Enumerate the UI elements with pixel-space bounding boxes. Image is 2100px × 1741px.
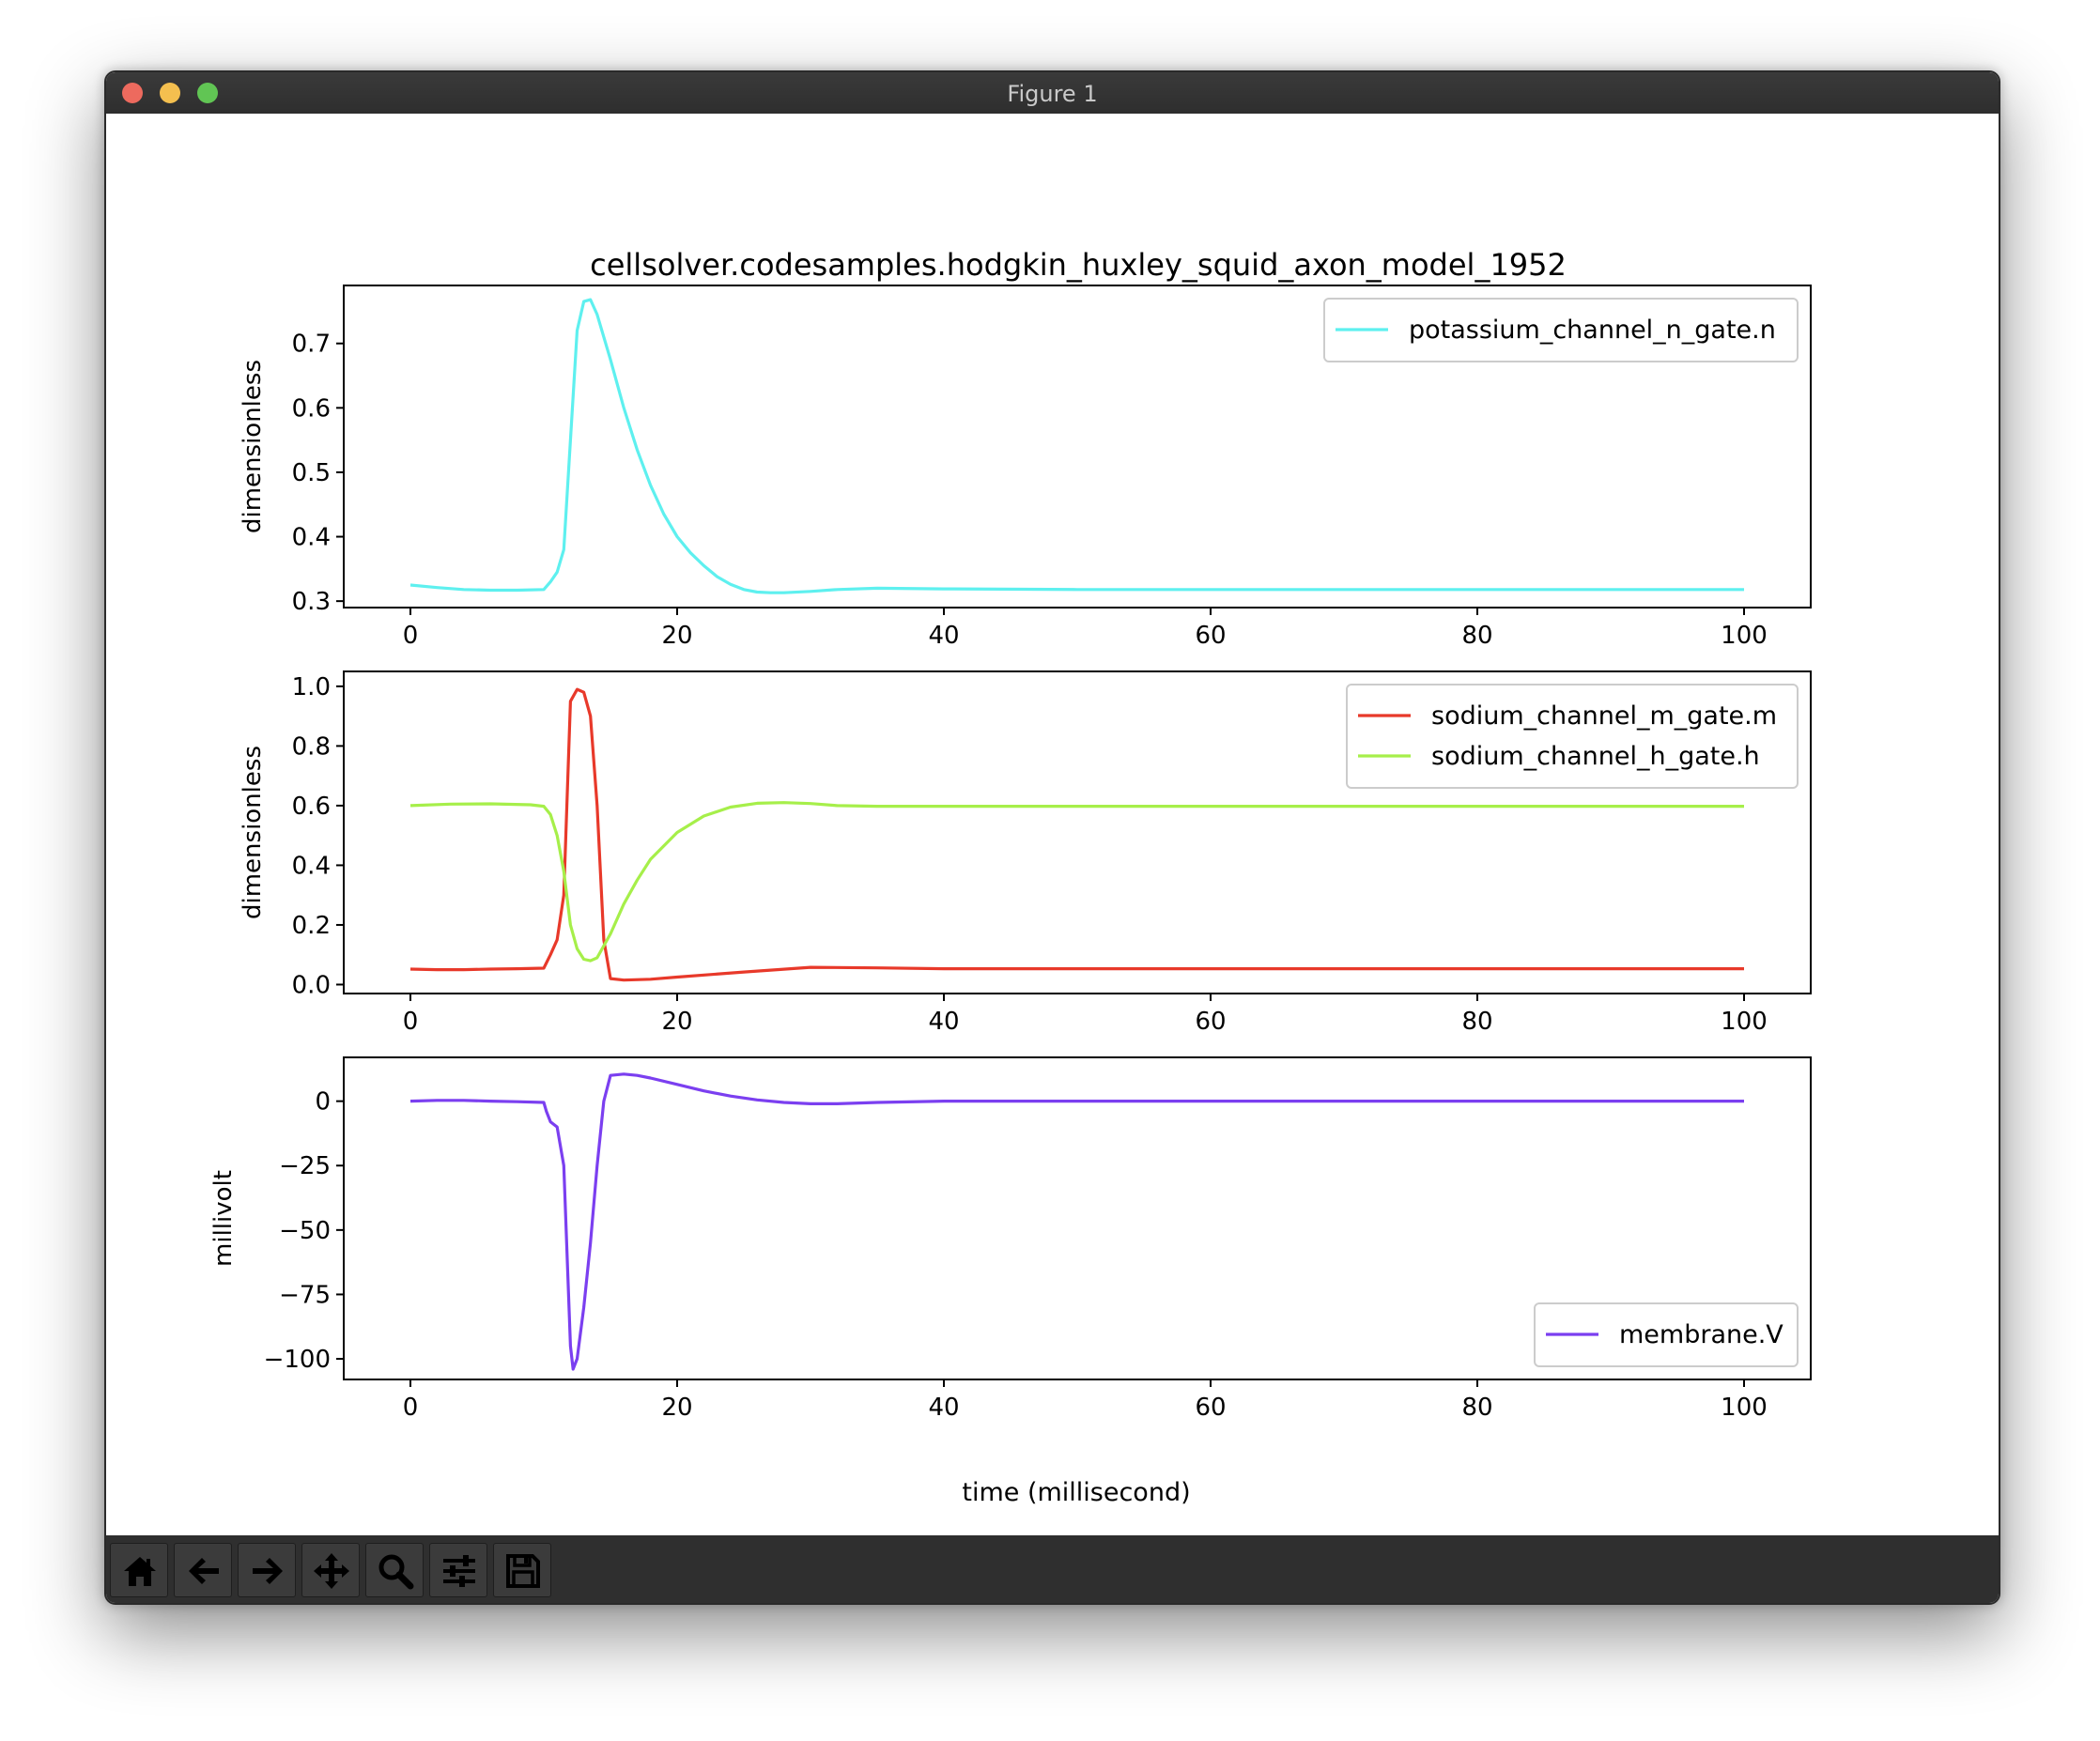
axes-frame-2 [343, 670, 1812, 994]
legend-box [1346, 684, 1799, 789]
forward-arrow-icon [253, 1558, 283, 1584]
y-tick-label: 0.4 [292, 852, 331, 880]
subplot-3: 0 20 40 60 80 100 0 −25 −50 −75 −100 millivolt membr… [209, 1056, 1812, 1422]
series-line-2-1 [409, 687, 1744, 982]
forward-button[interactable] [238, 1543, 296, 1597]
title-bar[interactable]: Figure 1 [106, 72, 1999, 115]
series-line-2-2 [409, 801, 1744, 963]
subplot-2: 0 20 40 60 80 100 0.0 0.2 0.4 0.6 0.8 1.0 dimensionl… [239, 670, 1812, 1036]
y-tick-label: 0.7 [292, 331, 331, 359]
x-tick-label: 60 [1195, 622, 1226, 650]
y-tick-label: 1.0 [292, 673, 331, 701]
legend-3: membrane.V [1534, 1302, 1799, 1367]
y-axis-label: dimensionless [239, 360, 267, 533]
y-tick-label: −100 [264, 1346, 331, 1374]
y-tick-label: 0.4 [292, 524, 331, 552]
legend-2: sodium_channel_m_gate.m sodium_channel_h_… [1346, 684, 1799, 789]
legend-label: membrane.V [1619, 1320, 1783, 1349]
x-tick-label: 0 [403, 622, 419, 650]
home-icon [124, 1557, 156, 1586]
y-tick-label: 0.6 [292, 394, 331, 423]
x-tick-label: 60 [1195, 1394, 1226, 1422]
legend-label: potassium_channel_n_gate.n [1409, 316, 1776, 345]
x-axis-label: time (millisecond) [962, 1478, 1190, 1507]
y-tick-label: 0.8 [292, 732, 331, 761]
axes-frame-3 [343, 1056, 1812, 1380]
zoom-button[interactable] [365, 1543, 424, 1597]
x-tick-label: 20 [661, 1394, 692, 1422]
figure-title: cellsolver.codesamples.hodgkin_huxley_sq… [590, 247, 1567, 283]
save-floppy-icon [506, 1554, 540, 1588]
y-tick-label: 0.0 [292, 971, 331, 999]
x-tick-label: 0 [403, 1394, 419, 1422]
series-line-1-1 [409, 298, 1744, 594]
y-tick-label: 0.6 [292, 793, 331, 821]
x-tick-label: 20 [661, 1008, 692, 1036]
y-axis-label: millivolt [209, 1170, 238, 1267]
x-tick-label: 20 [661, 622, 692, 650]
subplot-1: 0 20 40 60 80 100 0.3 0.4 0.5 0.6 0.7 dimensionless… [239, 285, 1812, 650]
save-button[interactable] [493, 1543, 551, 1597]
back-arrow-icon [189, 1558, 219, 1584]
x-tick-label: 40 [928, 1008, 959, 1036]
pan-button[interactable] [301, 1543, 360, 1597]
configure-subplots-icon [443, 1555, 475, 1587]
legend-box [1323, 298, 1799, 362]
home-button[interactable] [110, 1543, 168, 1597]
configure-subplots-button[interactable] [429, 1543, 487, 1597]
navigation-toolbar [106, 1535, 1999, 1603]
y-tick-label: 0.5 [292, 459, 331, 487]
x-tick-label: 80 [1461, 1394, 1492, 1422]
x-tick-label: 80 [1461, 1008, 1492, 1036]
x-tick-label: 100 [1721, 1008, 1768, 1036]
y-tick-label: 0 [315, 1088, 331, 1117]
legend-box [1534, 1302, 1799, 1367]
figure-window: Figure 1 cellsolver.codesamples.hodgkin_… [104, 70, 2000, 1605]
pan-move-icon [314, 1553, 349, 1589]
zoom-magnifier-icon [378, 1554, 414, 1590]
back-button[interactable] [174, 1543, 232, 1597]
y-tick-label: −75 [279, 1281, 331, 1309]
y-tick-label: 0.3 [292, 588, 331, 616]
zoom-button[interactable] [197, 83, 218, 103]
y-tick-label: −50 [279, 1217, 331, 1245]
figure-svg: cellsolver.codesamples.hodgkin_huxley_sq… [209, 247, 1812, 1507]
y-tick-label: 0.2 [292, 912, 331, 940]
legend-label: sodium_channel_h_gate.h [1431, 742, 1760, 771]
x-tick-label: 0 [403, 1008, 419, 1036]
x-tick-label: 100 [1721, 622, 1768, 650]
close-button[interactable] [122, 83, 143, 103]
x-tick-label: 100 [1721, 1394, 1768, 1422]
window-title: Figure 1 [1007, 81, 1098, 107]
series-line-3-1 [409, 1072, 1744, 1371]
y-axis-label: dimensionless [239, 746, 267, 919]
legend-1: potassium_channel_n_gate.n [1323, 298, 1799, 362]
axes-frame-1 [343, 285, 1812, 609]
x-tick-label: 80 [1461, 622, 1492, 650]
x-tick-label: 40 [928, 622, 959, 650]
x-tick-label: 60 [1195, 1008, 1226, 1036]
x-tick-label: 40 [928, 1394, 959, 1422]
y-tick-label: −25 [279, 1152, 331, 1180]
figure-canvas[interactable]: cellsolver.codesamples.hodgkin_huxley_sq… [106, 114, 1999, 1535]
minimize-button[interactable] [160, 83, 180, 103]
legend-label: sodium_channel_m_gate.m [1431, 701, 1777, 731]
